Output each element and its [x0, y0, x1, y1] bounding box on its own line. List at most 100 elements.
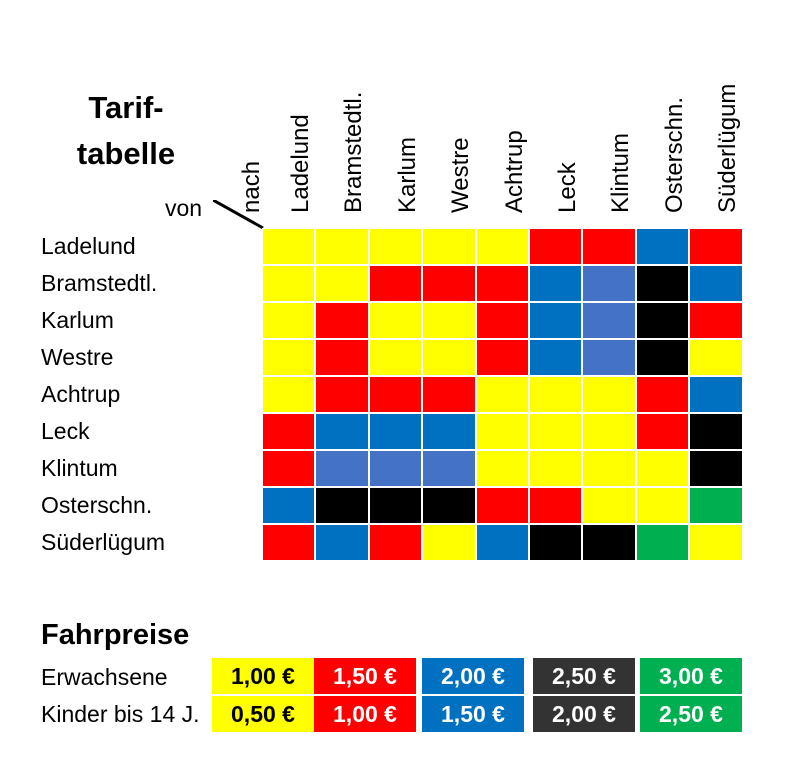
tarif-cell	[528, 413, 583, 450]
tarif-cell	[635, 413, 690, 450]
tarif-cell	[528, 487, 583, 524]
row-label-leck: Leck	[41, 418, 90, 444]
tarif-cell	[582, 487, 636, 524]
tarif-cell	[528, 302, 583, 339]
tarif-cell	[582, 265, 636, 302]
tarif-cell	[635, 487, 690, 524]
tarif-cell	[422, 228, 476, 265]
axis-label-von: von	[165, 195, 203, 221]
tarif-cell	[262, 524, 316, 561]
tarif-cell	[262, 487, 316, 524]
tarif-cell	[689, 524, 743, 561]
tarif-cell	[315, 524, 369, 561]
price-label-adult: Erwachsene	[41, 664, 168, 690]
tarif-cell	[315, 450, 369, 487]
tarif-cell	[368, 487, 423, 524]
price-adult-tier-1: 1,00 €	[212, 658, 314, 694]
column-header-ladelund: Ladelund	[287, 114, 314, 213]
fahrpreise-title: Fahrpreise	[41, 619, 190, 651]
tarif-cell	[368, 228, 423, 265]
tarif-cell	[422, 376, 476, 413]
tarif-cell	[262, 228, 316, 265]
tarif-cell	[315, 265, 369, 302]
tarif-cell	[422, 524, 476, 561]
tarif-cell	[528, 450, 583, 487]
row-label-bramstedtl: Bramstedtl.	[41, 270, 158, 296]
tarif-cell	[422, 450, 476, 487]
row-label-suederluegum: Süderlügum	[41, 529, 166, 555]
title-line-1: Tarif-	[88, 90, 164, 125]
tarif-matrix	[262, 228, 743, 561]
tarif-cell	[422, 302, 476, 339]
tarif-cell	[475, 413, 529, 450]
tarif-cell	[582, 524, 636, 561]
column-header-karlum: Karlum	[394, 136, 421, 213]
column-header-osterschn: Osterschn.	[661, 96, 688, 213]
column-header-leck: Leck	[554, 162, 581, 213]
tarif-cell	[475, 376, 529, 413]
tarif-cell	[635, 450, 690, 487]
tarif-cell	[475, 524, 529, 561]
tarif-cell	[689, 450, 743, 487]
row-label-ladelund: Ladelund	[41, 233, 136, 259]
tarif-cell	[368, 376, 423, 413]
tarif-cell	[528, 376, 583, 413]
column-header-klintum: Klintum	[607, 132, 634, 213]
tarif-cell	[528, 524, 583, 561]
tarif-cell	[315, 302, 369, 339]
tarif-cell	[689, 228, 743, 265]
tarif-cell	[689, 265, 743, 302]
tarif-cell	[315, 228, 369, 265]
price-child-tier-4: 2,00 €	[533, 696, 635, 732]
column-header-bramstedtl: Bramstedtl.	[340, 91, 367, 213]
tarif-cell	[262, 450, 316, 487]
tarif-cell	[635, 376, 690, 413]
tarif-cell	[689, 376, 743, 413]
price-child-tier-5: 2,50 €	[640, 696, 742, 732]
tarif-cell	[689, 302, 743, 339]
price-label-child: Kinder bis 14 J.	[41, 701, 200, 727]
tarif-cell	[475, 265, 529, 302]
tarif-cell	[582, 228, 636, 265]
tarif-cell	[368, 413, 423, 450]
tarif-cell	[528, 339, 583, 376]
tarif-cell	[315, 413, 369, 450]
tarif-cell	[475, 228, 529, 265]
tarif-cell	[262, 265, 316, 302]
tarif-cell	[582, 339, 636, 376]
tarif-cell	[635, 524, 690, 561]
tarif-cell	[475, 450, 529, 487]
tarif-cell	[422, 339, 476, 376]
tarif-cell	[368, 450, 423, 487]
tarif-cell	[689, 487, 743, 524]
tarif-cell	[368, 302, 423, 339]
tarif-cell	[689, 339, 743, 376]
tarif-cell	[475, 487, 529, 524]
row-label-karlum: Karlum	[41, 307, 114, 333]
tarif-cell	[528, 265, 583, 302]
price-child-tier-3: 1,50 €	[422, 696, 524, 732]
tarif-cell	[635, 228, 690, 265]
tarif-cell	[475, 339, 529, 376]
tarif-cell	[262, 302, 316, 339]
tarif-cell	[635, 302, 690, 339]
tarif-cell	[262, 376, 316, 413]
price-child-tier-2: 1,00 €	[314, 696, 416, 732]
row-label-osterschn: Osterschn.	[41, 492, 153, 518]
tarif-cell	[315, 376, 369, 413]
diagonal-divider-line	[213, 200, 264, 230]
tarif-cell	[368, 265, 423, 302]
tarif-cell	[582, 302, 636, 339]
price-child-tier-1: 0,50 €	[212, 696, 314, 732]
title-line-2: tabelle	[76, 136, 176, 171]
tarif-cell	[315, 339, 369, 376]
tarif-cell	[315, 487, 369, 524]
tarif-cell	[635, 265, 690, 302]
column-header-achtrup: Achtrup	[501, 130, 528, 213]
tarif-cell	[528, 228, 583, 265]
row-label-klintum: Klintum	[41, 455, 118, 481]
tarif-cell	[422, 413, 476, 450]
tarif-cell	[262, 339, 316, 376]
tarif-cell	[635, 339, 690, 376]
tarif-cell	[422, 265, 476, 302]
